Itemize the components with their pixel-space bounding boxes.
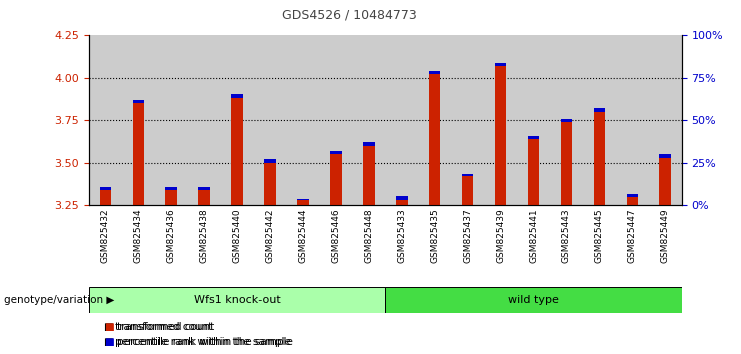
Bar	[199, 187, 210, 190]
Bar	[451, 35, 484, 205]
Text: genotype/variation ▶: genotype/variation ▶	[4, 295, 114, 305]
Bar	[462, 176, 473, 205]
Bar	[495, 66, 506, 205]
Text: ■: ■	[104, 322, 113, 332]
Bar	[649, 35, 682, 205]
Bar	[517, 35, 550, 205]
Bar	[659, 158, 671, 205]
Text: ■: ■	[104, 337, 113, 347]
Bar	[265, 163, 276, 205]
Bar	[594, 108, 605, 112]
Bar	[396, 196, 408, 200]
Bar	[462, 174, 473, 176]
Text: transformed count: transformed count	[115, 322, 212, 332]
Bar	[594, 112, 605, 205]
Bar	[89, 35, 122, 205]
Bar	[396, 200, 408, 205]
Text: ■ percentile rank within the sample: ■ percentile rank within the sample	[104, 337, 293, 347]
Bar	[122, 35, 155, 205]
Bar	[231, 95, 243, 98]
Bar	[495, 63, 506, 66]
Bar	[484, 35, 517, 205]
Bar	[561, 122, 572, 205]
Bar	[231, 98, 243, 205]
Bar	[659, 154, 671, 158]
Bar	[550, 35, 583, 205]
Text: ■ transformed count: ■ transformed count	[104, 322, 214, 332]
Bar	[319, 35, 353, 205]
Bar	[253, 35, 287, 205]
Bar	[199, 190, 210, 205]
Bar	[297, 200, 309, 205]
Bar	[429, 71, 440, 74]
Bar	[99, 190, 111, 205]
Bar	[265, 159, 276, 163]
Bar	[583, 35, 616, 205]
Bar	[353, 35, 385, 205]
Bar	[385, 35, 418, 205]
Bar	[133, 99, 144, 103]
Bar	[297, 199, 309, 200]
Bar	[165, 190, 177, 205]
Bar	[155, 35, 187, 205]
Bar	[627, 197, 638, 205]
Bar	[528, 136, 539, 139]
Bar	[627, 194, 638, 197]
Bar	[616, 35, 649, 205]
Bar	[418, 35, 451, 205]
Bar	[133, 103, 144, 205]
Bar	[330, 151, 342, 154]
Bar	[528, 139, 539, 205]
Bar	[187, 35, 221, 205]
Bar	[363, 142, 375, 146]
Bar	[429, 74, 440, 205]
Text: GDS4526 / 10484773: GDS4526 / 10484773	[282, 9, 416, 22]
Bar	[165, 187, 177, 190]
Text: Wfs1 knock-out: Wfs1 knock-out	[193, 295, 281, 305]
Text: percentile rank within the sample: percentile rank within the sample	[115, 337, 290, 347]
Bar	[330, 154, 342, 205]
Bar	[561, 119, 572, 122]
Bar	[363, 146, 375, 205]
Text: wild type: wild type	[508, 295, 559, 305]
Bar	[385, 287, 682, 313]
Bar	[221, 35, 253, 205]
Bar	[89, 287, 385, 313]
Bar	[287, 35, 319, 205]
Bar	[99, 188, 111, 190]
